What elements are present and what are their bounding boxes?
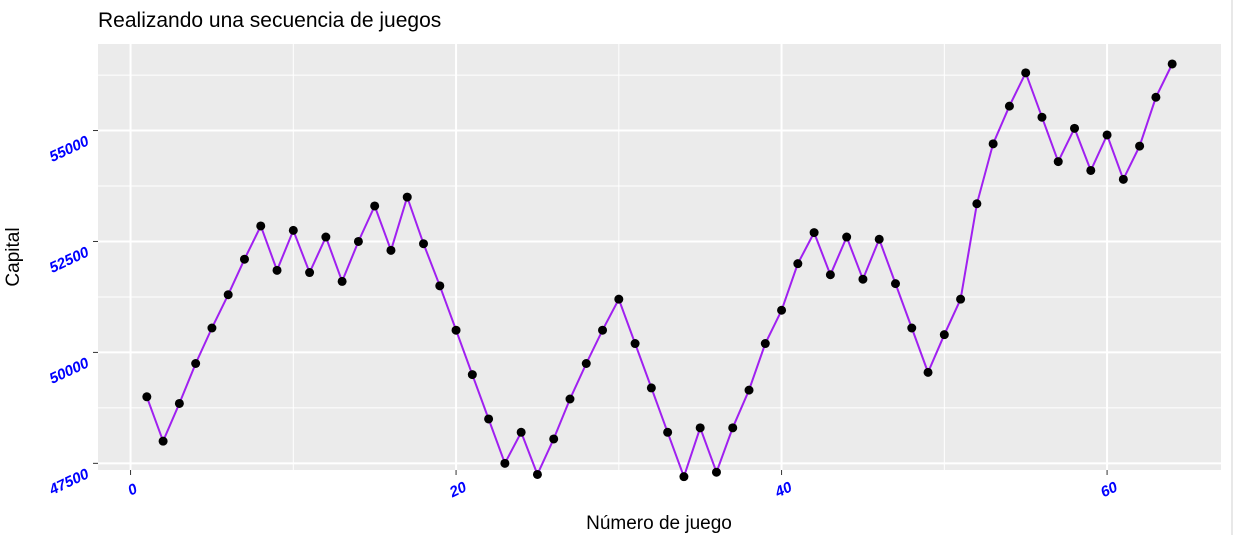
minor-gridlines bbox=[98, 44, 1221, 470]
data-point bbox=[1004, 101, 1014, 111]
data-point bbox=[1086, 165, 1096, 175]
data-point bbox=[1053, 157, 1063, 167]
data-point bbox=[825, 270, 835, 280]
data-point bbox=[337, 276, 347, 286]
data-point bbox=[239, 254, 249, 264]
y-tick-label: 47500 bbox=[46, 465, 92, 499]
chart-title: Realizando una secuencia de juegos bbox=[98, 9, 441, 32]
data-point bbox=[386, 245, 396, 255]
data-point bbox=[809, 228, 819, 238]
data-point bbox=[1118, 174, 1128, 184]
data-point bbox=[500, 458, 510, 468]
data-point bbox=[402, 192, 412, 202]
data-point bbox=[1037, 112, 1047, 122]
data-point bbox=[158, 436, 168, 446]
data-point bbox=[549, 434, 559, 444]
data-point bbox=[972, 199, 982, 209]
data-point bbox=[484, 414, 494, 424]
data-point bbox=[711, 467, 721, 477]
data-point bbox=[142, 392, 152, 402]
data-point bbox=[532, 469, 542, 479]
data-point bbox=[777, 305, 787, 315]
data-point bbox=[516, 427, 526, 437]
data-point bbox=[663, 427, 673, 437]
data-point bbox=[858, 274, 868, 284]
data-point bbox=[1167, 59, 1177, 69]
data-point bbox=[435, 281, 445, 291]
data-point bbox=[939, 330, 949, 340]
data-point bbox=[223, 290, 233, 300]
data-point bbox=[728, 423, 738, 433]
data-point bbox=[744, 385, 754, 395]
y-tick-label: 50000 bbox=[47, 354, 93, 387]
data-points bbox=[142, 59, 1177, 482]
data-point bbox=[956, 294, 966, 304]
data-point bbox=[1151, 92, 1161, 102]
data-point bbox=[1021, 68, 1031, 78]
data-point bbox=[1135, 141, 1145, 151]
data-point bbox=[923, 367, 933, 377]
data-point bbox=[321, 232, 331, 242]
plot-panel bbox=[98, 44, 1221, 470]
y-axis-ticks: 47500 50000 52500 55000 bbox=[46, 130, 98, 499]
major-gridlines bbox=[98, 44, 1221, 470]
data-point bbox=[1070, 123, 1080, 133]
x-tick-label: 20 bbox=[446, 478, 470, 501]
data-point bbox=[646, 383, 656, 393]
y-axis-title: Capital bbox=[3, 227, 24, 286]
data-point bbox=[288, 225, 298, 235]
x-tick-label: 40 bbox=[772, 478, 796, 501]
data-point bbox=[256, 221, 266, 231]
data-point bbox=[272, 265, 282, 275]
x-axis-ticks: 0 20 40 60 bbox=[125, 470, 1121, 502]
data-point bbox=[907, 323, 917, 333]
data-point bbox=[565, 394, 575, 404]
data-point bbox=[793, 259, 803, 269]
data-point bbox=[581, 359, 591, 368]
data-point bbox=[1102, 130, 1112, 140]
data-point bbox=[451, 325, 461, 335]
data-point bbox=[174, 398, 184, 408]
data-point bbox=[842, 232, 852, 242]
data-point bbox=[370, 201, 380, 211]
data-point bbox=[467, 370, 477, 380]
data-point bbox=[988, 139, 998, 149]
data-point bbox=[305, 268, 315, 278]
x-tick-label: 60 bbox=[1098, 478, 1121, 501]
y-tick-label: 55000 bbox=[47, 132, 93, 165]
x-axis-title: Número de juego bbox=[586, 513, 732, 534]
data-point bbox=[353, 236, 363, 246]
data-point bbox=[207, 323, 217, 333]
data-point bbox=[695, 423, 705, 433]
y-tick-label: 52500 bbox=[47, 243, 93, 276]
data-point bbox=[191, 359, 201, 368]
data-point bbox=[614, 294, 624, 304]
window-edge bbox=[1231, 0, 1233, 535]
capital-line bbox=[145, 63, 1174, 480]
data-point bbox=[679, 472, 689, 482]
data-point bbox=[760, 339, 770, 349]
data-point bbox=[890, 279, 900, 289]
x-tick-label: 0 bbox=[125, 480, 140, 499]
data-point bbox=[874, 234, 884, 244]
data-point bbox=[598, 325, 608, 335]
data-point bbox=[630, 339, 640, 349]
data-point bbox=[419, 239, 429, 249]
